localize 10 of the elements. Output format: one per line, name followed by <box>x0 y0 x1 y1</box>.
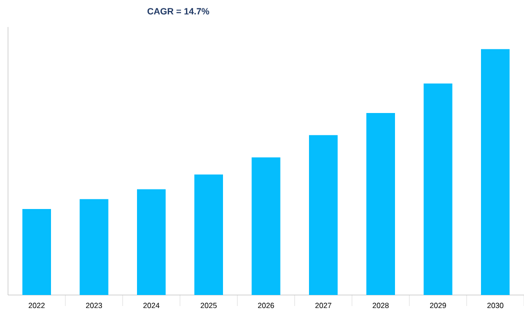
bar <box>194 174 223 295</box>
bar <box>252 157 280 295</box>
chart-title: CAGR = 14.7% <box>148 8 210 14</box>
bar <box>137 189 166 295</box>
bar <box>308 135 338 295</box>
bar <box>366 113 395 295</box>
bar <box>22 208 51 295</box>
bar <box>480 49 510 295</box>
bar <box>424 84 452 295</box>
bar <box>80 199 108 295</box>
